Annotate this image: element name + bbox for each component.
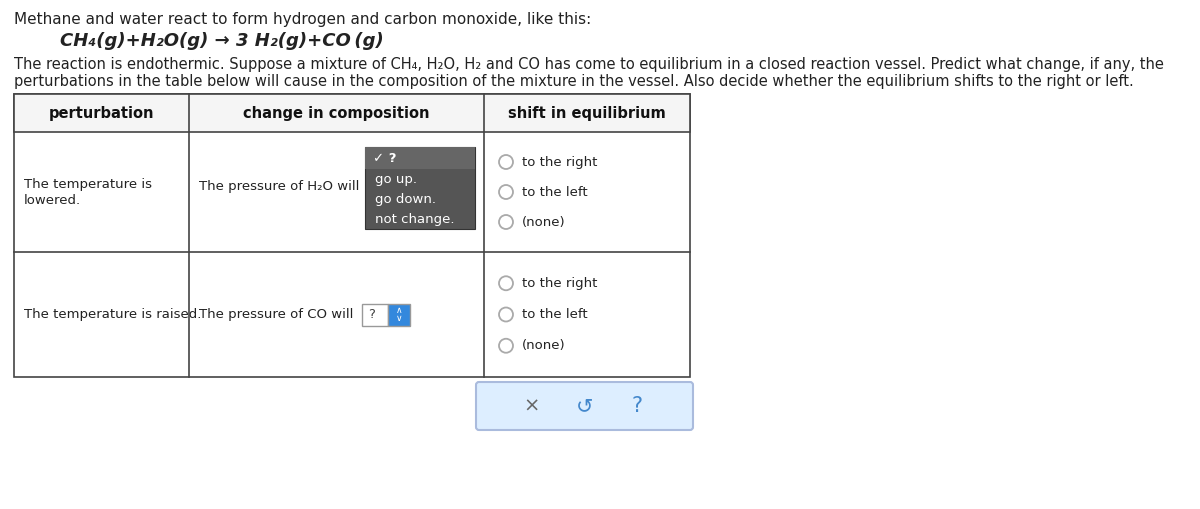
Circle shape bbox=[499, 215, 514, 229]
Text: to the left: to the left bbox=[522, 185, 588, 199]
FancyBboxPatch shape bbox=[14, 94, 690, 377]
Text: ↺: ↺ bbox=[576, 396, 593, 416]
FancyBboxPatch shape bbox=[362, 303, 388, 325]
Text: change in composition: change in composition bbox=[244, 105, 430, 121]
Text: CH₄(g)+H₂O(g) → 3 H₂(g)+CO (g): CH₄(g)+H₂O(g) → 3 H₂(g)+CO (g) bbox=[60, 32, 384, 50]
Text: lowered.: lowered. bbox=[24, 193, 82, 207]
FancyBboxPatch shape bbox=[388, 303, 410, 325]
Text: go up.: go up. bbox=[374, 173, 418, 185]
Circle shape bbox=[499, 339, 514, 353]
Text: The temperature is raised.: The temperature is raised. bbox=[24, 308, 202, 321]
Text: ×: × bbox=[523, 397, 540, 415]
Text: ✓ ?: ✓ ? bbox=[373, 152, 396, 164]
Text: ?: ? bbox=[631, 396, 643, 416]
FancyBboxPatch shape bbox=[365, 147, 475, 169]
Text: go down.: go down. bbox=[374, 192, 436, 206]
Text: The pressure of H₂O will: The pressure of H₂O will bbox=[199, 180, 359, 192]
Circle shape bbox=[499, 185, 514, 199]
Text: The pressure of CO will: The pressure of CO will bbox=[199, 308, 353, 321]
Text: shift in equilibrium: shift in equilibrium bbox=[508, 105, 666, 121]
Text: (none): (none) bbox=[522, 215, 565, 229]
FancyBboxPatch shape bbox=[14, 94, 690, 132]
Circle shape bbox=[499, 276, 514, 290]
Text: to the right: to the right bbox=[522, 277, 598, 290]
Text: ?: ? bbox=[368, 308, 374, 321]
Text: Methane and water react to form hydrogen and carbon monoxide, like this:: Methane and water react to form hydrogen… bbox=[14, 12, 592, 27]
Text: perturbations in the table below will cause in the composition of the mixture in: perturbations in the table below will ca… bbox=[14, 74, 1134, 89]
Text: not change.: not change. bbox=[374, 212, 455, 225]
FancyBboxPatch shape bbox=[476, 382, 694, 430]
Text: (none): (none) bbox=[522, 340, 565, 352]
Text: The temperature is: The temperature is bbox=[24, 178, 152, 190]
Text: The reaction is endothermic. Suppose a mixture of CH₄, H₂O, H₂ and CO has come t: The reaction is endothermic. Suppose a m… bbox=[14, 57, 1164, 72]
Text: to the left: to the left bbox=[522, 308, 588, 321]
Text: to the right: to the right bbox=[522, 156, 598, 168]
Circle shape bbox=[499, 307, 514, 322]
Text: perturbation: perturbation bbox=[49, 105, 155, 121]
FancyBboxPatch shape bbox=[365, 147, 475, 229]
Text: ∧
∨: ∧ ∨ bbox=[396, 306, 402, 323]
Circle shape bbox=[499, 155, 514, 169]
